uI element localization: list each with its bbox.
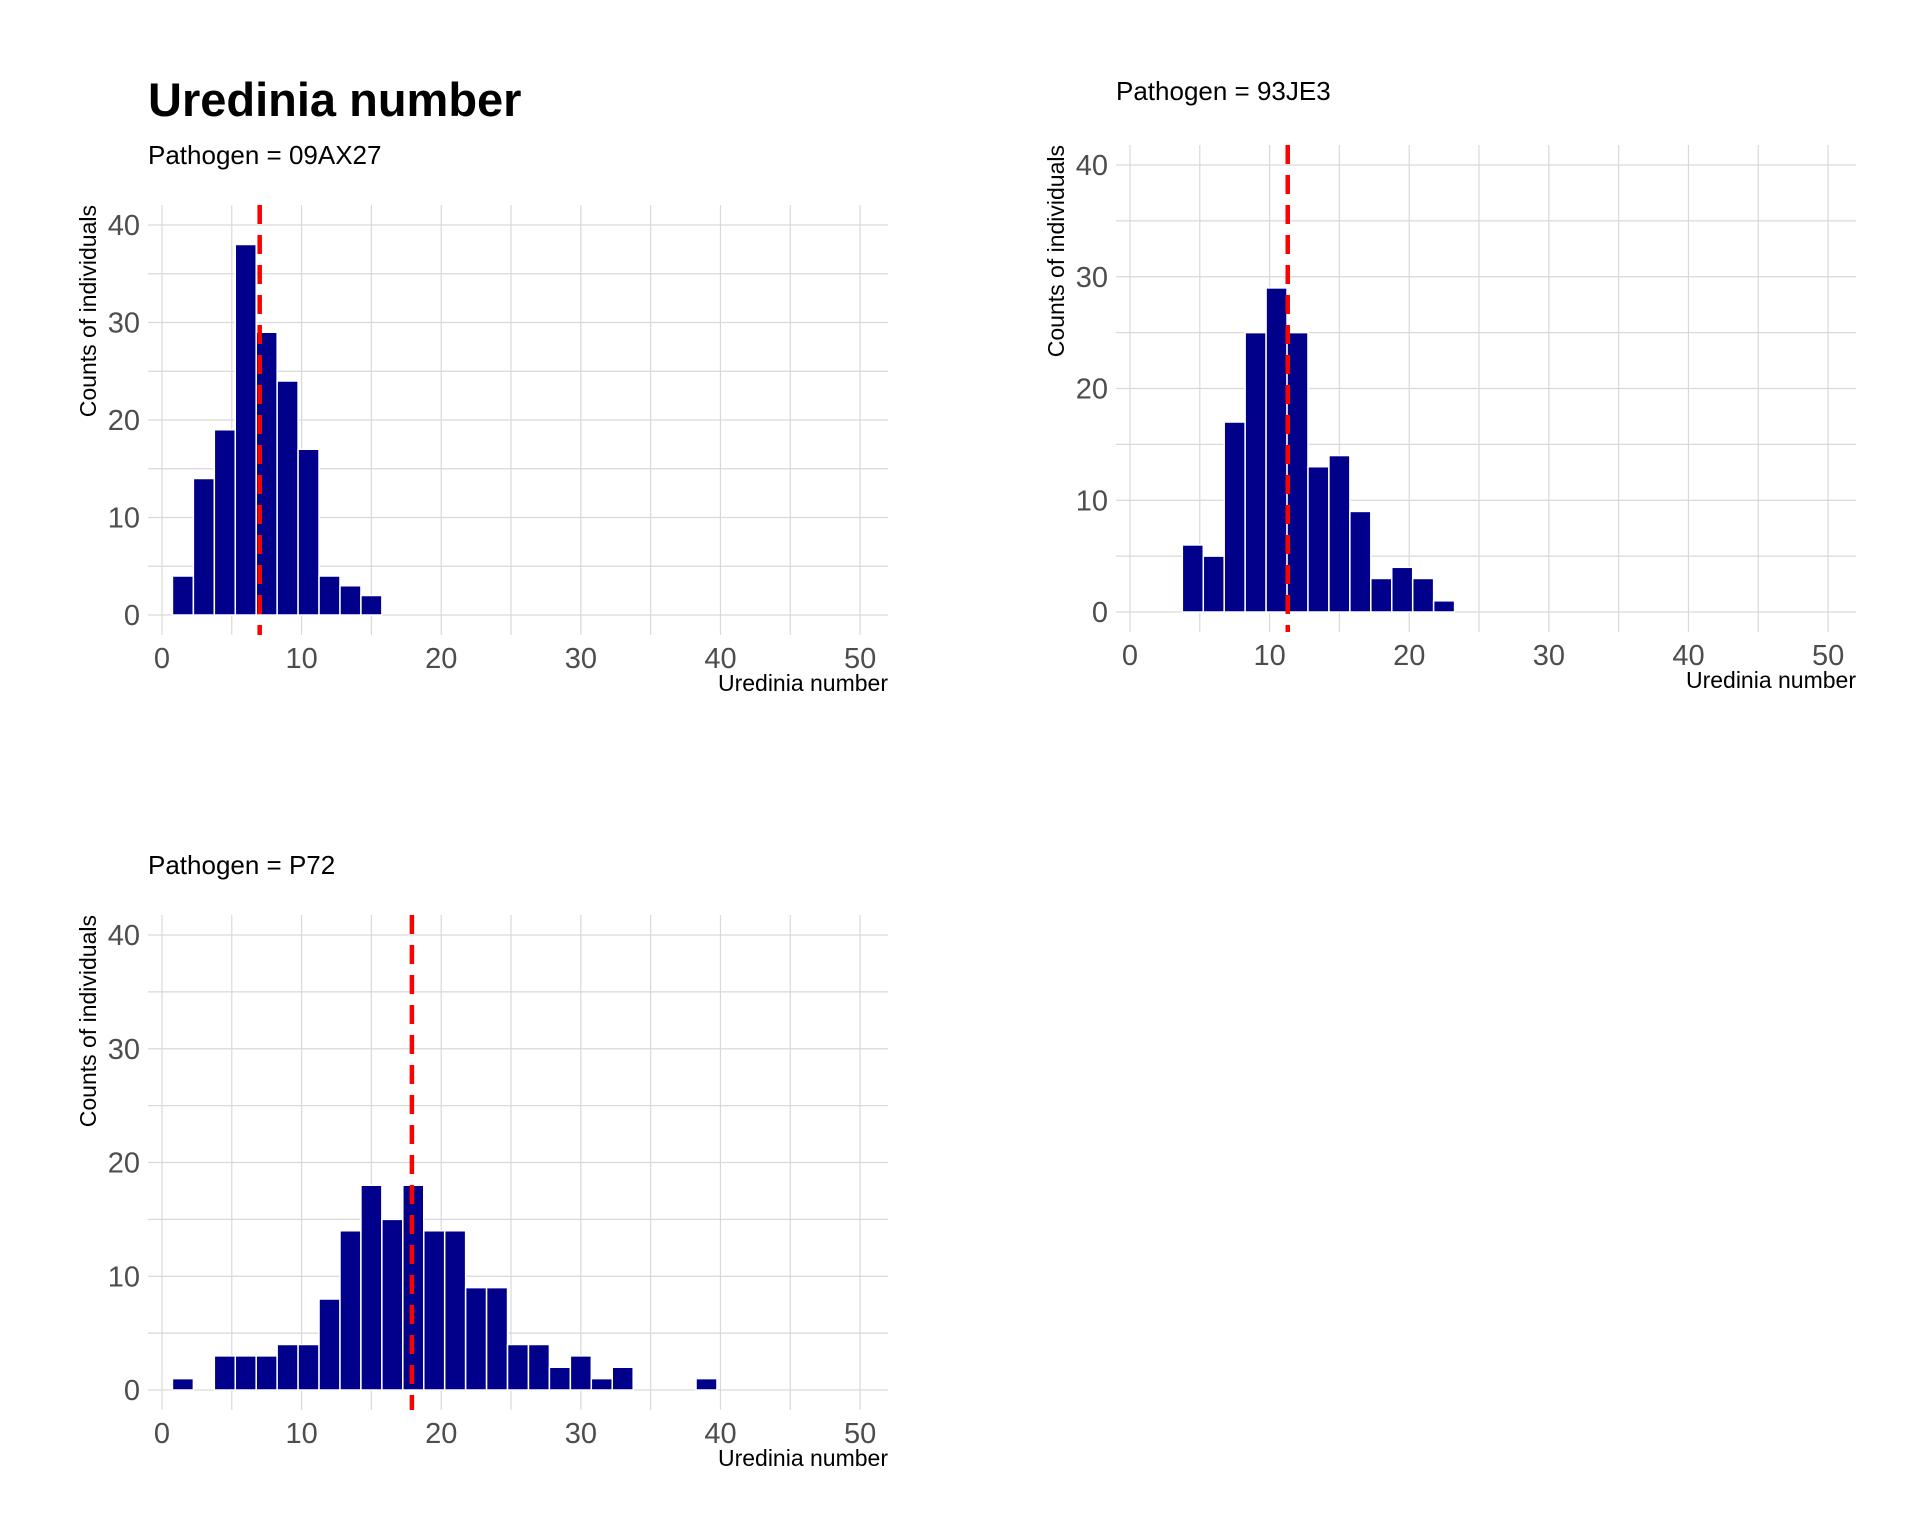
- y-axis-title: Counts of individuals: [75, 205, 101, 417]
- x-tick-label: 0: [1122, 640, 1138, 672]
- histogram-bar: [192, 477, 216, 616]
- histogram-bar: [548, 1366, 572, 1391]
- x-tick-label: 10: [285, 1418, 317, 1450]
- histogram-bar: [1307, 465, 1330, 613]
- y-tick-label: 10: [108, 503, 140, 535]
- histogram-bar: [1223, 421, 1246, 613]
- y-tick-label: 20: [108, 1148, 140, 1180]
- histogram-bar: [213, 429, 237, 616]
- x-tick-label: 20: [425, 643, 457, 675]
- y-tick-label: 10: [1076, 485, 1108, 517]
- x-tick-label: 0: [154, 1418, 170, 1450]
- histogram-bar: [318, 575, 341, 616]
- histogram-bar: [1328, 454, 1351, 613]
- histogram-bar: [339, 585, 362, 616]
- y-axis-title: Counts of individuals: [75, 915, 101, 1127]
- histogram-bar: [1244, 331, 1267, 613]
- histogram-bar: [297, 448, 320, 616]
- histogram-bar: [276, 380, 299, 616]
- y-tick-label: 0: [1092, 597, 1108, 629]
- x-tick-label: 50: [844, 643, 876, 675]
- panel-subtitle: Pathogen = 09AX27: [148, 140, 381, 170]
- x-tick-label: 40: [1672, 640, 1704, 672]
- histogram-bar: [527, 1343, 551, 1391]
- histogram-bar: [443, 1230, 467, 1391]
- histogram-bar: [1265, 287, 1288, 613]
- panel-93je3: Pathogen = 93JE3 0 10 20 30 40 0 10 20 30 40 50Ured…: [1043, 76, 1856, 693]
- histogram-bar: [234, 1355, 257, 1391]
- y-tick-label: 30: [108, 1034, 140, 1066]
- x-tick-label: 20: [1393, 640, 1425, 672]
- histogram-bar: [590, 1377, 613, 1391]
- x-axis-title: Uredinia number: [718, 1445, 888, 1471]
- x-axis-title: Uredinia number: [718, 670, 888, 696]
- x-tick-label: 30: [565, 643, 597, 675]
- panel-subtitle: Pathogen = 93JE3: [1116, 76, 1331, 106]
- y-tick-label: 30: [108, 308, 140, 340]
- histogram-bar: [506, 1343, 530, 1391]
- y-tick-label: 0: [124, 600, 140, 632]
- histogram-bar: [276, 1343, 299, 1391]
- x-tick-label: 10: [1253, 640, 1285, 672]
- x-tick-label: 40: [704, 1418, 736, 1450]
- histogram-bar: [1202, 555, 1225, 613]
- histogram-bar: [1286, 331, 1309, 613]
- histogram-bar: [171, 575, 195, 616]
- histogram-bar: [318, 1298, 341, 1391]
- histogram-bar: [1432, 600, 1456, 613]
- histogram-bar: [1349, 510, 1372, 613]
- histogram-bar: [1411, 577, 1435, 613]
- y-tick-label: 40: [1076, 150, 1108, 182]
- histogram-bar: [1391, 566, 1414, 613]
- histogram-bar: [360, 594, 383, 616]
- histogram-bar: [485, 1286, 509, 1391]
- x-tick-label: 20: [425, 1418, 457, 1450]
- y-tick-label: 20: [1076, 374, 1108, 406]
- y-axis-title: Counts of individuals: [1043, 145, 1069, 357]
- x-tick-label: 50: [844, 1418, 876, 1450]
- x-tick-label: 10: [285, 643, 317, 675]
- panel-09ax27: Pathogen = 09AX27 0 10 20 30 40 0 10 20 30 40 50Ure…: [75, 140, 888, 696]
- histogram-bar: [297, 1343, 320, 1391]
- histogram-bar: [381, 1218, 404, 1391]
- histogram-bar: [234, 243, 257, 616]
- y-tick-label: 20: [108, 405, 140, 437]
- y-tick-label: 40: [108, 920, 140, 952]
- y-tick-label: 40: [108, 210, 140, 242]
- histogram-bar: [611, 1366, 634, 1391]
- y-tick-label: 10: [108, 1261, 140, 1293]
- main-title: Uredinia number: [148, 73, 521, 126]
- histogram-bar: [464, 1286, 488, 1391]
- x-tick-label: 30: [565, 1418, 597, 1450]
- histogram-bar: [423, 1230, 446, 1391]
- x-tick-label: 40: [704, 643, 736, 675]
- histogram-bar: [255, 1355, 278, 1391]
- histogram-bar: [569, 1355, 593, 1391]
- x-tick-label: 0: [154, 643, 170, 675]
- histogram-bar: [171, 1377, 195, 1391]
- histogram-bar: [1181, 544, 1205, 613]
- histogram-bar: [360, 1184, 383, 1391]
- y-tick-label: 0: [124, 1375, 140, 1407]
- histogram-bar: [1370, 577, 1393, 613]
- x-tick-label: 30: [1533, 640, 1565, 672]
- x-tick-label: 50: [1812, 640, 1844, 672]
- x-axis-title: Uredinia number: [1686, 667, 1856, 693]
- histogram-bar: [695, 1377, 718, 1391]
- panel-p72: Pathogen = P72 0 10 20 30 40 0 10 20 30 40 50Uredin…: [75, 850, 888, 1471]
- histogram-bar: [213, 1355, 237, 1391]
- histogram-bar: [339, 1230, 362, 1391]
- panel-subtitle: Pathogen = P72: [148, 850, 335, 880]
- y-tick-label: 30: [1076, 262, 1108, 294]
